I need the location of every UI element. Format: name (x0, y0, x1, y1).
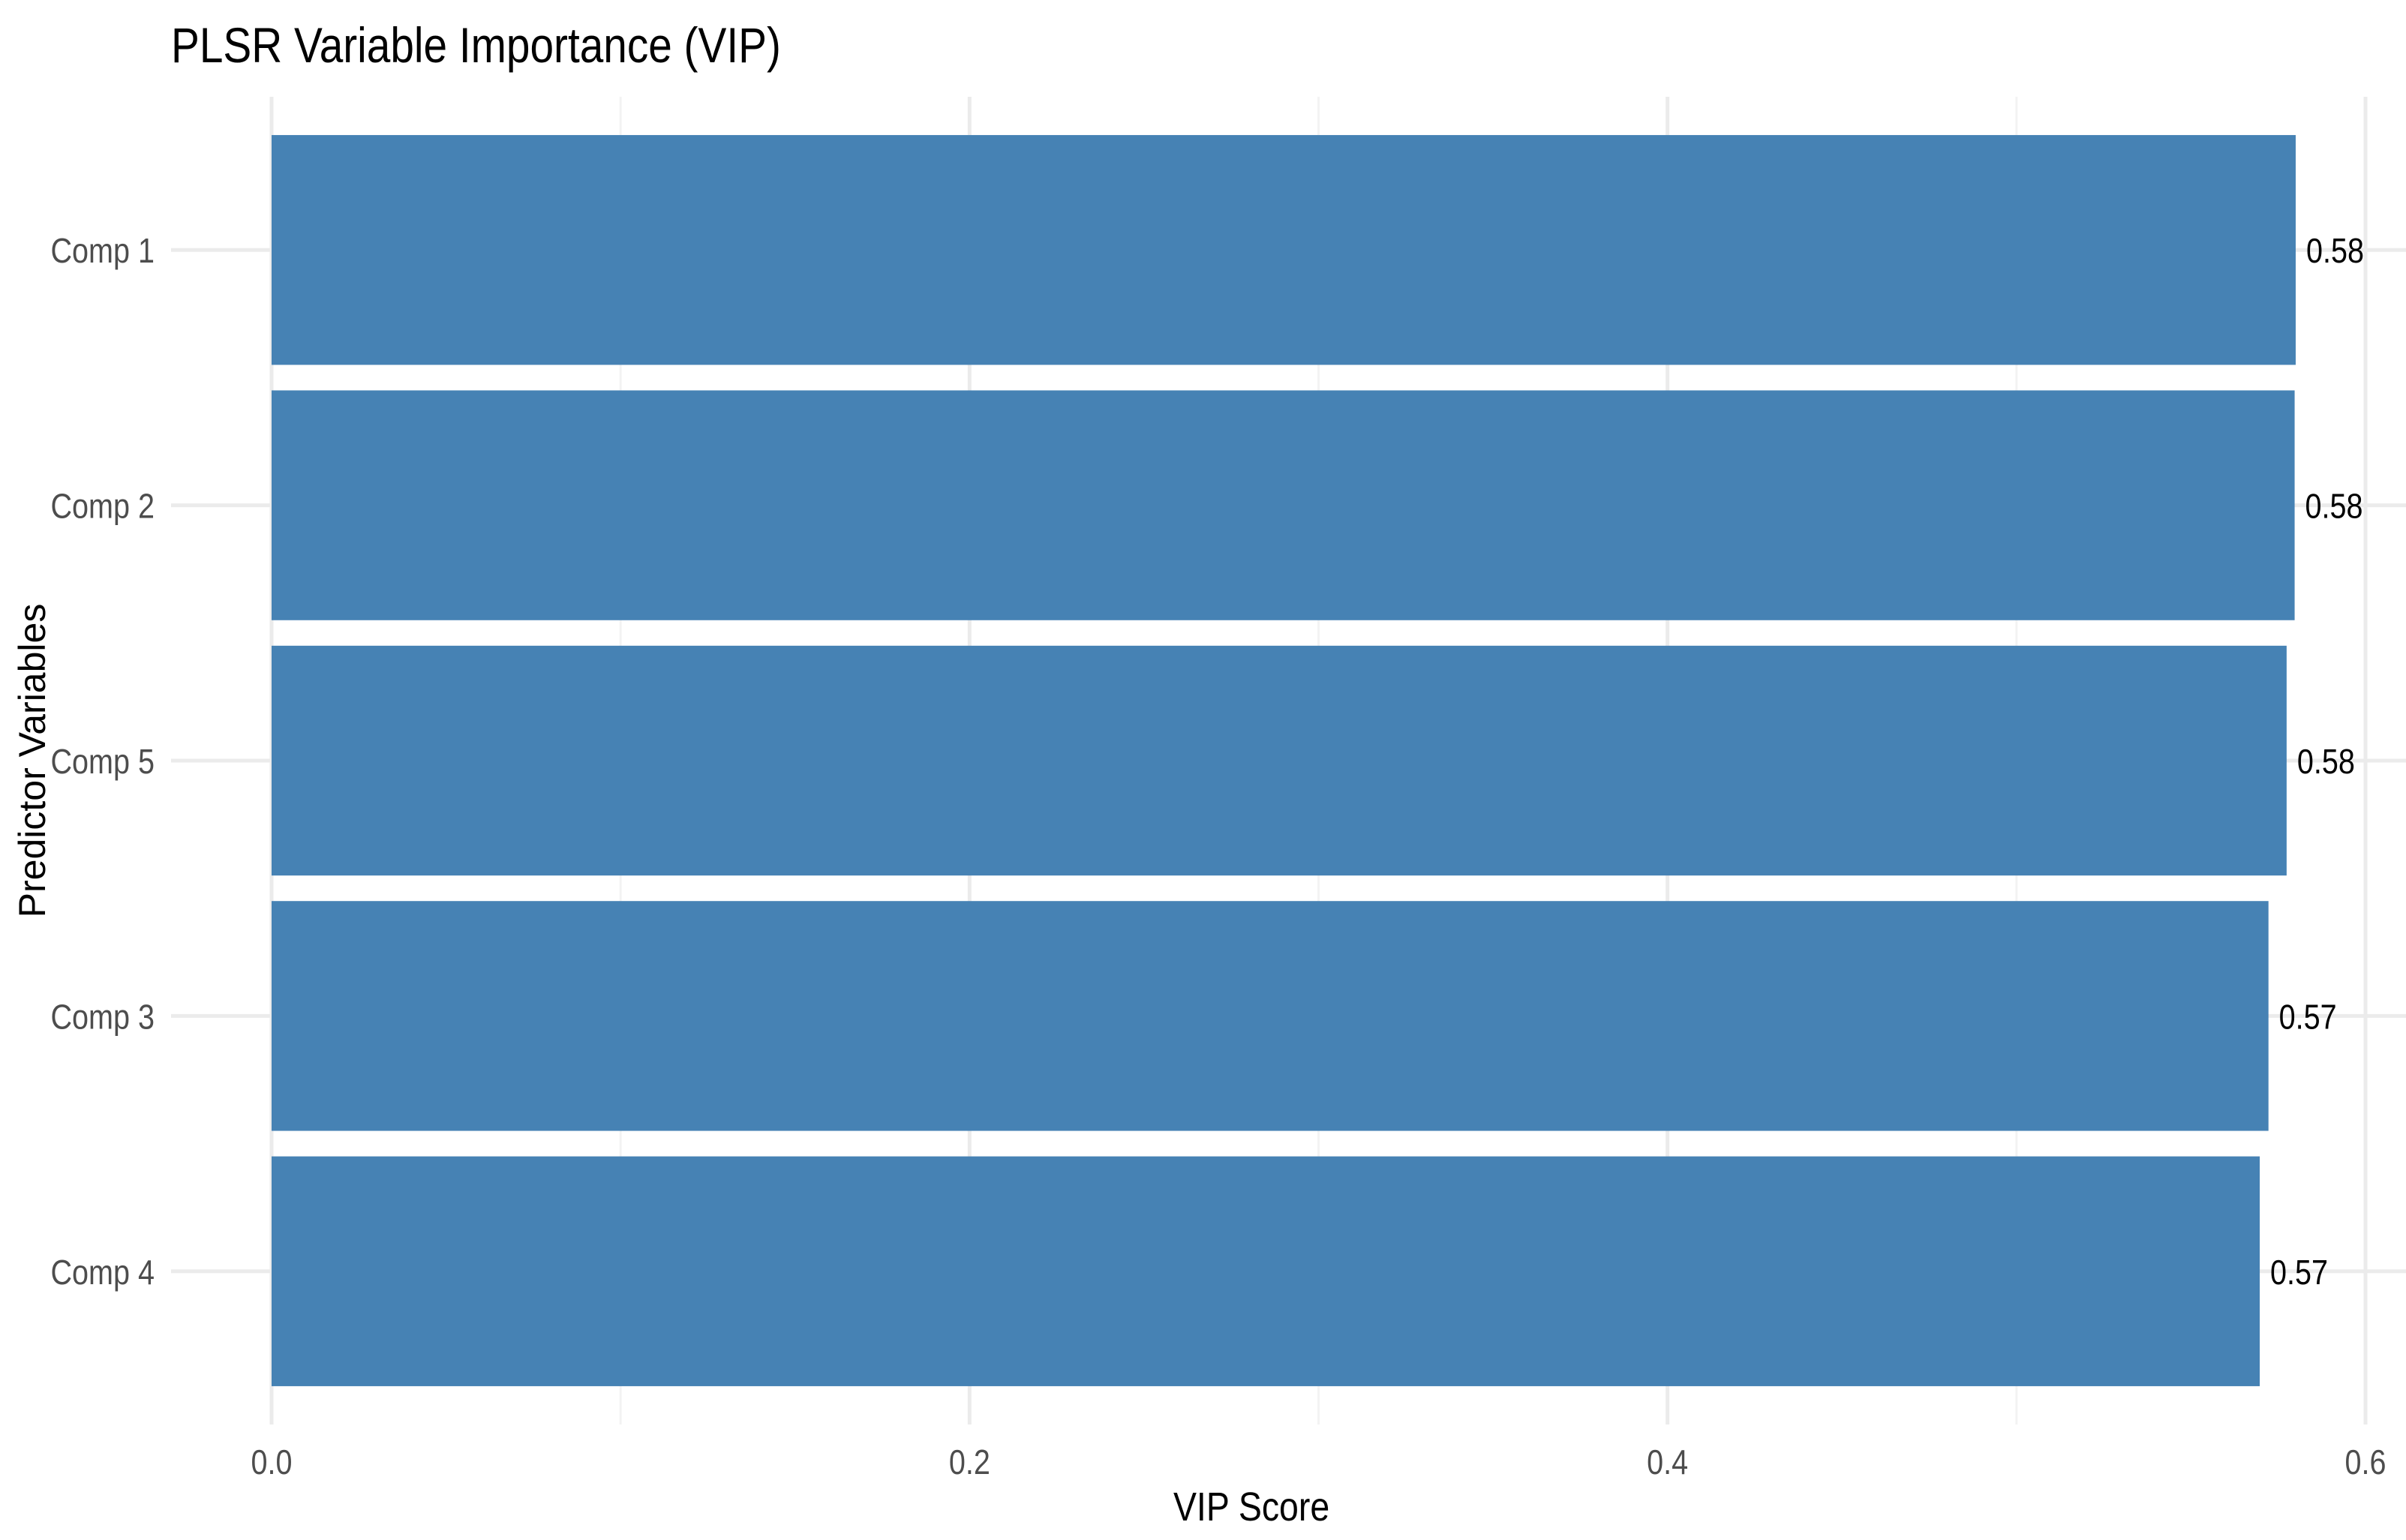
bar-value-label: 0.58 (2297, 743, 2355, 781)
bar-value-labels: 0.58 0.58 0.58 0.57 0.57 (2270, 232, 2364, 1292)
bar-value-label: 0.57 (2279, 998, 2337, 1037)
x-axis-tick-labels: 0.0 0.2 0.4 0.6 (251, 1443, 2386, 1481)
bar-value-label: 0.58 (2305, 488, 2363, 526)
chart-title: PLSR Variable Importance (VIP) (171, 17, 781, 73)
bar (272, 135, 2296, 365)
bar (272, 1156, 2260, 1386)
bar-value-label: 0.57 (2270, 1253, 2328, 1292)
bars (272, 135, 2296, 1386)
y-tick-label: Comp 2 (51, 488, 155, 526)
y-axis-title: Predictor Variables (11, 603, 53, 918)
bar (272, 645, 2287, 876)
y-axis-tick-labels: Comp 1 Comp 2 Comp 5 Comp 3 Comp 4 (51, 232, 155, 1292)
x-axis-title: VIP Score (0, 1484, 2406, 1530)
x-tick-label: 0.0 (251, 1443, 293, 1481)
y-tick-label: Comp 1 (51, 232, 155, 270)
bar (272, 901, 2269, 1131)
y-tick-label: Comp 3 (51, 998, 155, 1037)
x-tick-label: 0.4 (1647, 1443, 1688, 1481)
y-tick-label: Comp 4 (51, 1253, 155, 1292)
bar (272, 390, 2295, 620)
bar-value-label: 0.58 (2306, 232, 2364, 270)
x-axis-title-text: VIP Score (1173, 1484, 1330, 1529)
x-tick-label: 0.6 (2345, 1443, 2386, 1481)
y-tick-label: Comp 5 (51, 743, 155, 781)
x-tick-label: 0.2 (949, 1443, 990, 1481)
